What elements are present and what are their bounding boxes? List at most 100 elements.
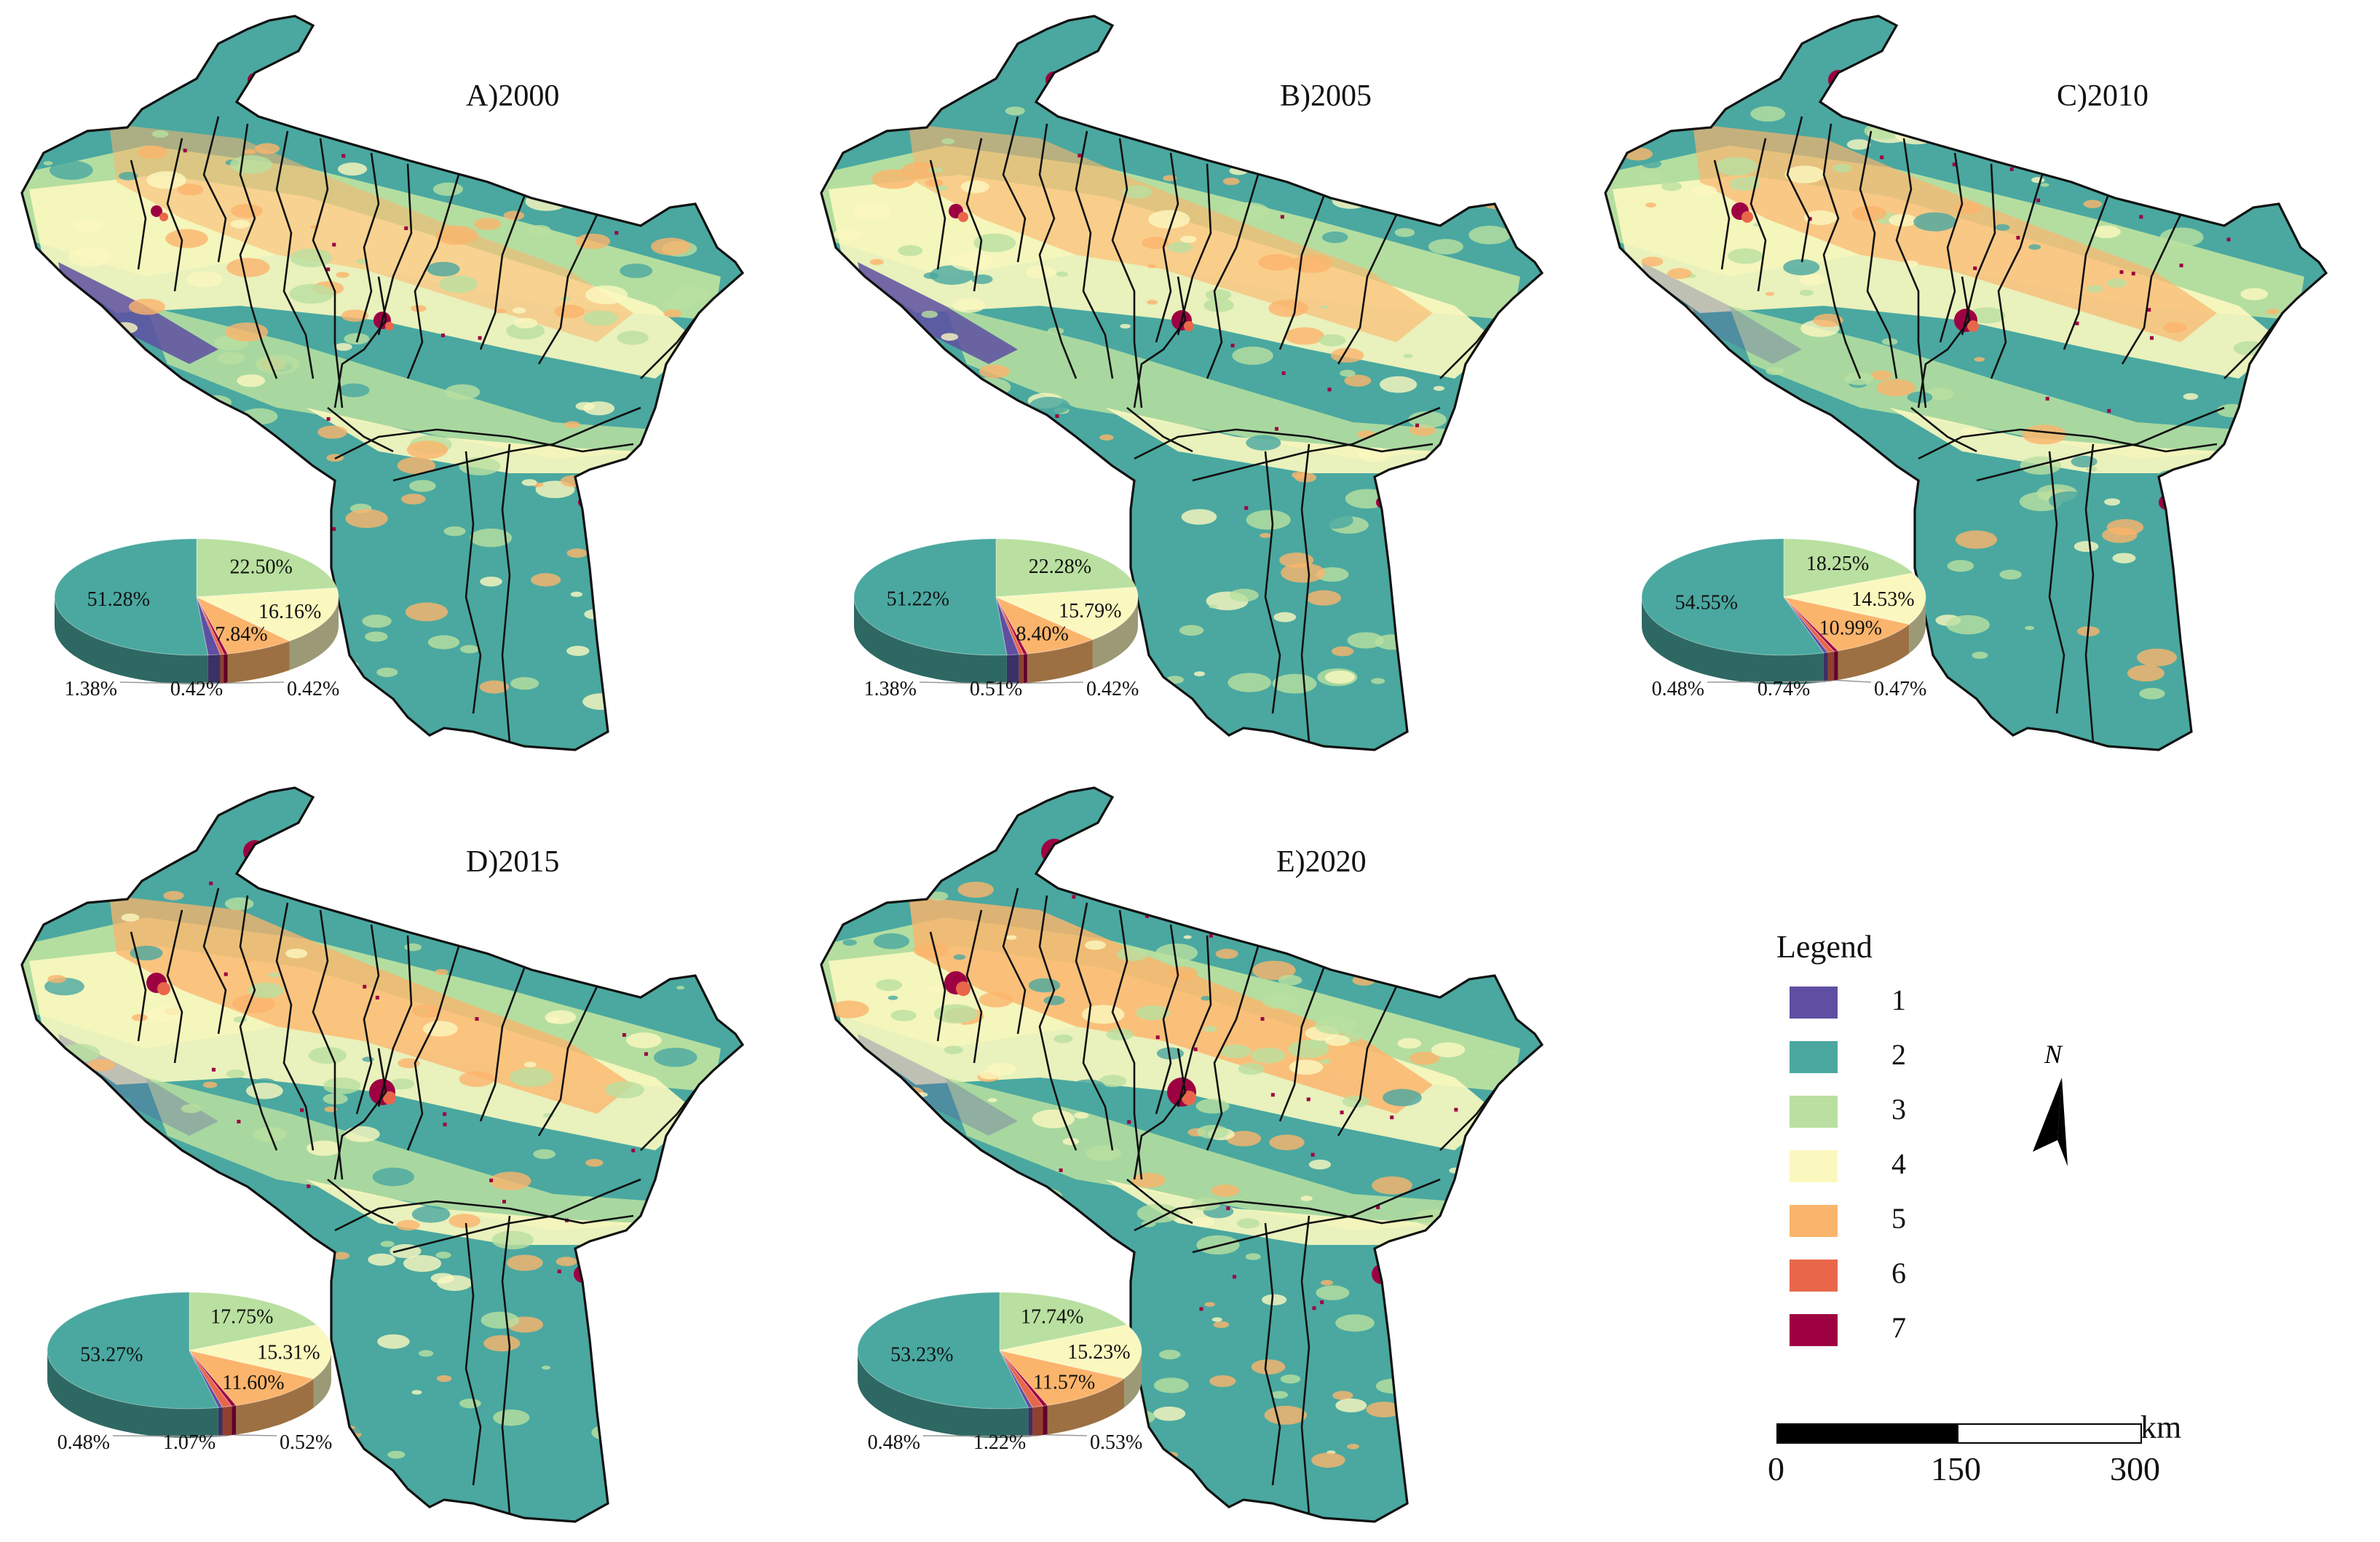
pie-slice — [189, 1350, 237, 1407]
map-a — [20, 15, 745, 751]
pie-slice-side — [218, 1407, 223, 1437]
pie-slice — [1641, 538, 1824, 656]
pie-slice — [196, 538, 338, 598]
pie-slice — [1783, 596, 1829, 654]
pie-label: 11.57% — [1033, 1372, 1095, 1394]
pie-slice — [1782, 596, 1910, 652]
map-d — [20, 786, 745, 1523]
pie-slice — [196, 596, 221, 656]
pie-slice-side — [55, 597, 208, 684]
pie-label: 53.27% — [80, 1344, 143, 1367]
pie-slice-side — [47, 1351, 218, 1438]
panel-title: E)2020 — [1276, 845, 1367, 879]
pie-label-small: 0.52% — [280, 1431, 332, 1454]
pie-label-small: 1.07% — [163, 1431, 216, 1454]
pie-slice-side — [854, 597, 1007, 684]
pie-slice — [995, 596, 1028, 655]
scale-bar: km 0 150 300 — [1762, 1409, 2181, 1511]
legend-item: 3 — [1790, 1092, 1935, 1133]
pie-slice — [999, 1292, 1128, 1351]
map-panel-b: B)2005 22.28% 15.79% 8.40% 51.22% 1.38% 0.51%… — [799, 0, 1586, 757]
pie-label: 11.60% — [222, 1372, 284, 1394]
legend-label: 7 — [1891, 1311, 1906, 1344]
pie-label-small: 0.48% — [1652, 678, 1704, 700]
legend-label: 5 — [1891, 1202, 1906, 1235]
pie-slice — [853, 538, 1008, 656]
pie-label-small: 0.42% — [170, 678, 223, 700]
pie-slice-side — [1023, 654, 1027, 684]
pie-label-small: 1.22% — [973, 1431, 1026, 1454]
pie-slice — [999, 1350, 1044, 1408]
pie-slice-side — [227, 641, 290, 684]
pie-label-small: 0.53% — [1090, 1431, 1142, 1454]
legend-label: 6 — [1891, 1257, 1906, 1289]
pie-slice — [999, 1324, 1142, 1379]
pie-slice — [189, 1292, 318, 1351]
pie-label-small: 1.38% — [864, 678, 917, 700]
legend-item: 4 — [1790, 1147, 1935, 1187]
legend-item: 6 — [1790, 1256, 1935, 1297]
pie-slice-side — [1027, 639, 1093, 684]
pie-slice — [995, 596, 1024, 655]
pie-label: 15.79% — [1059, 600, 1121, 622]
legend-swatch — [1790, 1260, 1838, 1292]
pie-slice-side — [1006, 654, 1019, 684]
pie-slice-side — [1043, 1405, 1048, 1436]
map-panel-c: C)2010 18.25% 14.53% 10.99% 54.55% 0.48% 0.74… — [1584, 0, 2370, 757]
pie-label: 16.16% — [258, 601, 321, 623]
pie-slice — [1783, 596, 1835, 653]
legend-label: 4 — [1891, 1147, 1906, 1180]
pie-label: 8.40% — [1016, 623, 1069, 646]
pie-slice-side — [224, 654, 228, 684]
pie-slice — [999, 1350, 1048, 1407]
pie-label-small: 1.38% — [65, 678, 117, 700]
pie-label: 53.23% — [890, 1343, 953, 1366]
pie-slice — [995, 596, 1094, 655]
panel-title: D)2015 — [466, 845, 560, 879]
legend-swatch — [1790, 1150, 1838, 1182]
pie-slice — [999, 1350, 1033, 1408]
pie-label-small: 0.48% — [58, 1431, 110, 1454]
pie-slice — [189, 1324, 332, 1380]
panel-title: C)2010 — [2057, 79, 2148, 113]
pie-label-small: 0.48% — [868, 1431, 920, 1454]
pie-label: 51.28% — [87, 588, 150, 611]
panel-title: B)2005 — [1280, 79, 1372, 113]
pie-label: 15.23% — [1067, 1341, 1130, 1364]
pie-slice — [998, 1350, 1126, 1406]
scale-tick: 150 — [1931, 1450, 1981, 1487]
legend-label: 2 — [1891, 1038, 1906, 1071]
panel-title: A)2000 — [466, 79, 560, 113]
pie-label: 17.74% — [1021, 1305, 1083, 1328]
pie-slice-side — [1047, 1378, 1125, 1435]
pie-label: 10.99% — [1819, 617, 1882, 639]
pie-slice-side — [220, 654, 224, 684]
pie-slice-side — [289, 597, 339, 671]
legend-item: 1 — [1790, 983, 1935, 1024]
pie-slice — [196, 596, 225, 655]
legend-swatch — [1790, 1205, 1838, 1237]
scale-tick: 300 — [2110, 1450, 2160, 1487]
map-panel-a: A)2000 22.50% 16.16% 7.84% 51.28% 1.38% 0.42%… — [0, 0, 786, 757]
pie-slice-side — [1032, 1406, 1043, 1436]
pie-slice-side — [1019, 654, 1024, 684]
pie-label: 14.53% — [1851, 588, 1914, 611]
pie-slice-side — [858, 1351, 1029, 1438]
north-label: N — [2044, 1040, 2063, 1069]
pie-slice-side — [1909, 597, 1926, 654]
pie-slice — [196, 596, 229, 655]
pie-label-small: 0.51% — [970, 678, 1022, 700]
pie-slice — [1783, 538, 1914, 598]
map-c — [1604, 15, 2328, 751]
legend-title: Legend — [1776, 929, 1873, 965]
pie-slice — [1783, 572, 1926, 625]
legend-label: 1 — [1891, 984, 1906, 1016]
pie-slice-side — [1838, 624, 1910, 680]
legend-swatch — [1790, 1314, 1838, 1346]
pie-slice-side — [232, 1405, 237, 1436]
pie-slice-side — [313, 1351, 331, 1408]
pie-slice-side — [1092, 597, 1138, 669]
north-arrow-icon: N — [2017, 1034, 2097, 1179]
legend-item: 2 — [1790, 1037, 1935, 1078]
pie-slice — [995, 586, 1139, 641]
